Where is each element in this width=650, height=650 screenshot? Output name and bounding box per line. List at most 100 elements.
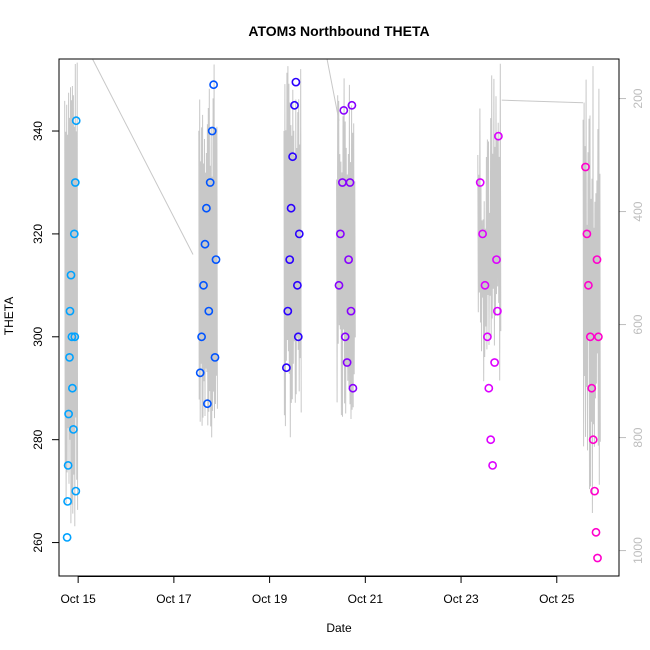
data-point	[348, 383, 358, 393]
data-point	[588, 435, 598, 445]
data-point	[71, 116, 81, 126]
data-point	[346, 306, 356, 316]
y2-tick-label: 800	[631, 427, 645, 447]
data-point	[490, 358, 499, 367]
data-point	[345, 178, 355, 187]
y-tick-label: 300	[31, 326, 45, 346]
y-tick-label: 320	[31, 224, 45, 244]
data-point	[592, 255, 602, 264]
data-point	[69, 424, 78, 434]
x-axis-label: Date	[326, 621, 352, 635]
secondary-trace	[198, 64, 218, 438]
data-point	[70, 178, 80, 187]
y2-tick-label: 1000	[631, 537, 645, 564]
data-point	[492, 255, 501, 264]
data-point	[283, 306, 293, 316]
y-tick-label: 280	[31, 429, 45, 449]
data-point	[484, 383, 494, 393]
data-point	[71, 486, 81, 496]
data-point	[584, 280, 593, 290]
data-point	[347, 100, 357, 110]
data-point	[581, 162, 590, 172]
plot-frame	[58, 58, 620, 577]
data-point	[292, 280, 302, 290]
data-point	[587, 383, 597, 393]
secondary-trace	[477, 63, 502, 382]
data-point	[340, 332, 350, 342]
data-point	[68, 383, 77, 393]
y2-tick-label: 200	[631, 88, 645, 108]
data-point	[285, 255, 295, 264]
data-point	[207, 126, 217, 136]
data-point	[493, 131, 503, 141]
data-point	[65, 306, 75, 316]
secondary-trace	[64, 62, 79, 527]
data-point	[482, 332, 492, 342]
data-point	[594, 332, 603, 342]
data-point	[492, 306, 502, 316]
x-tick-label: Oct 17	[156, 592, 192, 606]
data-point	[478, 229, 487, 239]
data-point	[475, 178, 485, 187]
secondary-trace	[582, 66, 601, 514]
data-point	[65, 352, 74, 362]
data-point	[210, 352, 220, 362]
x-tick-label: Oct 15	[60, 592, 96, 606]
data-point	[64, 409, 73, 419]
data-points-layer	[62, 77, 603, 563]
data-point	[67, 332, 77, 342]
x-tick-label: Oct 19	[252, 592, 288, 606]
data-point	[69, 229, 79, 239]
x-tick-label: Oct 25	[539, 592, 575, 606]
y-axis-label: THETA	[2, 297, 16, 335]
y2-tick-label: 400	[631, 201, 645, 221]
chart-title: ATOM3 Northbound THETA	[248, 23, 429, 39]
data-point	[293, 332, 303, 342]
data-point	[195, 368, 205, 378]
data-point	[593, 553, 602, 563]
data-point	[486, 435, 496, 445]
data-point	[339, 106, 349, 115]
data-point	[197, 332, 206, 342]
data-point	[200, 239, 210, 249]
data-point	[70, 332, 80, 342]
data-point	[63, 496, 72, 506]
data-point	[585, 332, 595, 342]
data-point	[209, 80, 218, 90]
secondary-trace-connector	[92, 58, 584, 255]
data-point	[480, 280, 490, 290]
y-tick-label: 340	[31, 121, 45, 141]
secondary-trace	[336, 78, 356, 420]
data-point	[291, 77, 301, 87]
data-point	[290, 100, 299, 110]
x-tick-label: Oct 23	[443, 592, 479, 606]
data-point	[62, 533, 72, 542]
data-point	[204, 306, 214, 316]
data-point	[288, 152, 297, 162]
secondary-trace	[283, 66, 302, 438]
data-point	[342, 358, 352, 367]
data-point	[66, 270, 76, 280]
data-point	[205, 178, 215, 187]
data-point	[590, 486, 599, 496]
data-point	[344, 255, 353, 264]
data-point	[281, 363, 291, 373]
data-point	[488, 460, 497, 470]
data-point	[286, 203, 296, 213]
data-point	[334, 280, 344, 290]
data-point	[294, 229, 304, 239]
data-point	[199, 280, 208, 290]
data-point	[202, 399, 212, 409]
secondary-trace-layer	[64, 58, 601, 527]
data-point	[335, 229, 345, 239]
y2-tick-label: 600	[631, 314, 645, 334]
data-point	[201, 203, 211, 213]
data-point	[582, 229, 592, 239]
data-point	[591, 527, 601, 537]
y-tick-label: 260	[31, 532, 45, 552]
data-point	[211, 255, 221, 264]
x-tick-label: Oct 21	[348, 592, 384, 606]
data-point	[63, 460, 73, 470]
